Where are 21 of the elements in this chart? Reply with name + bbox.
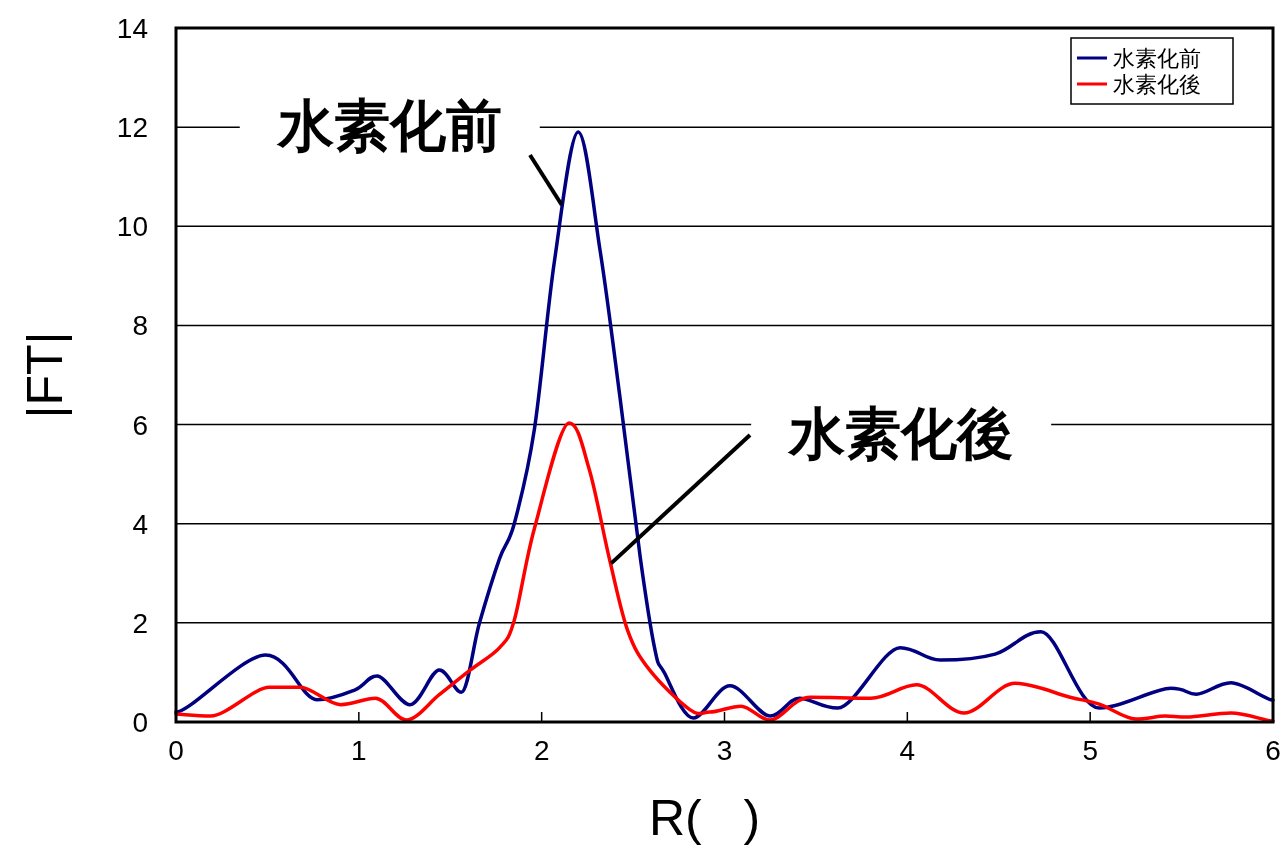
x-tick-label: 1 (351, 735, 367, 766)
y-axis-title: |FT| (17, 331, 73, 419)
y-tick-label: 8 (132, 310, 148, 342)
x-tick-label: 4 (899, 735, 916, 766)
x-axis-title: R( ) (648, 790, 761, 846)
y-tick-label: 6 (132, 409, 148, 441)
y-tick-label: 0 (132, 707, 148, 738)
legend-label: 水素化前 (1113, 46, 1201, 71)
x-tick-label: 3 (716, 735, 733, 766)
x-tick-label: 6 (1265, 735, 1281, 766)
y-tick-label: 12 (116, 112, 148, 144)
y-tick-label: 14 (116, 13, 148, 44)
x-tick-label: 5 (1082, 735, 1098, 766)
y-tick-label: 10 (116, 211, 148, 243)
annotation: 水素化前 (275, 93, 502, 157)
x-tick-label: 2 (533, 735, 550, 766)
annotation: 水素化後 (787, 402, 1014, 466)
legend-label: 水素化後 (1113, 72, 1201, 97)
y-tick-label: 4 (132, 508, 148, 540)
y-tick-label: 2 (132, 607, 148, 639)
x-tick-label: 0 (168, 735, 184, 766)
